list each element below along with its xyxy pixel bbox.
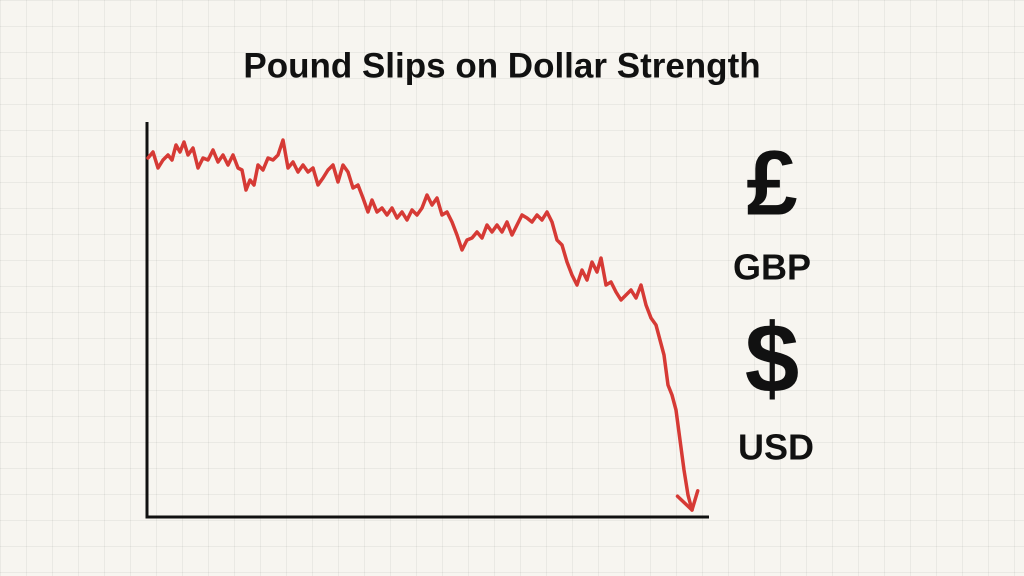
chart-title: Pound Slips on Dollar Strength [243,46,760,85]
data-line [146,138,694,512]
arrow-head [675,489,700,512]
currency-symbol: $ [745,303,800,413]
currency-symbol: £ [746,132,797,234]
currency-label: USD [738,427,814,468]
currency-label: GBP [733,247,811,288]
